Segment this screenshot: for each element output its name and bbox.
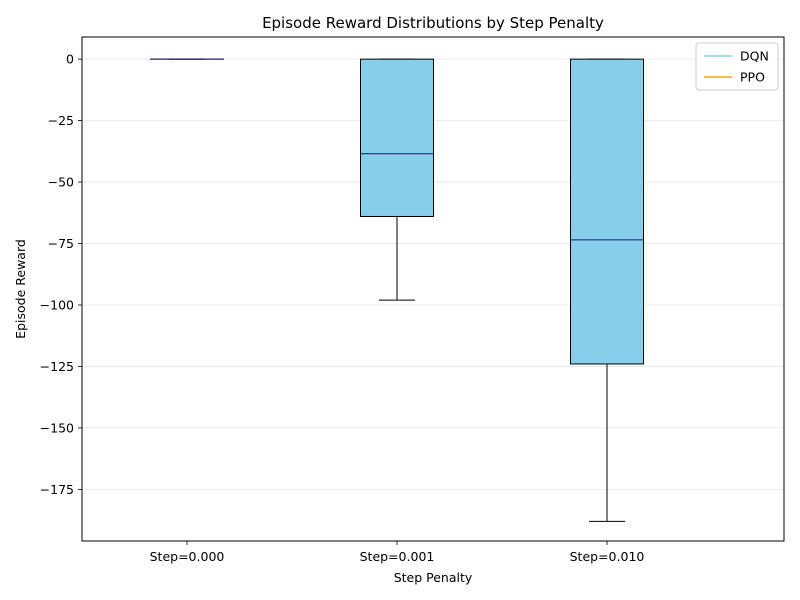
y-tick-label: −100 [40,297,74,312]
legend-label-dqn: DQN [740,49,769,64]
x-axis-ticks: Step=0.000 Step=0.001 Step=0.010 [150,541,645,564]
chart-title: Episode Reward Distributions by Step Pen… [262,14,604,32]
x-tick-label: Step=0.001 [360,549,435,564]
y-tick-label: −150 [40,420,74,435]
box-iqr [570,58,644,365]
legend: DQN PPO [695,42,779,91]
y-tick-label: −175 [40,482,74,497]
plot-frame [81,36,785,542]
boxes-layer [150,58,644,522]
y-axis-label: Episode Reward [13,239,28,339]
x-tick-label: Step=0.000 [150,549,225,564]
y-tick-label: 0 [66,52,74,67]
box-iqr [360,58,434,217]
box-group [570,58,644,522]
y-axis-ticks: 0 −25 −50 −75 −100 −125 −150 −175 [40,52,82,497]
y-tick-label: −25 [48,113,74,128]
x-tick-label: Step=0.010 [570,549,645,564]
y-tick-label: −125 [40,359,74,374]
y-tick-label: −75 [48,236,74,251]
legend-label-ppo: PPO [740,70,765,85]
x-axis-label: Step Penalty [394,570,473,585]
box-group [360,58,434,301]
y-tick-label: −50 [48,175,74,190]
legend-frame [695,42,779,91]
